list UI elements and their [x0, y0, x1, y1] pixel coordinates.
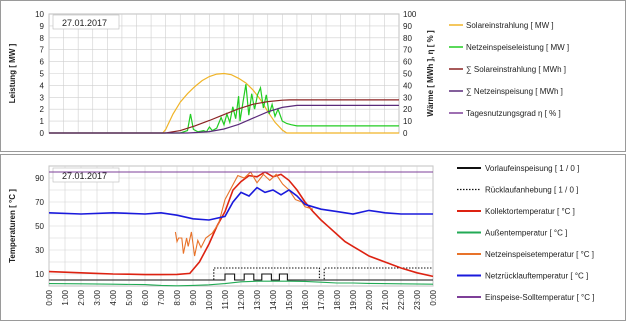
x-tick-label: 7:00 [157, 289, 166, 305]
x-tick-label: 5:00 [125, 289, 134, 305]
top-chart-panel: 0 1 2 3 4 5 6 7 8 9 10 0 10 20 30 40 50 60 70 80 90 100 Leistu… [0, 0, 626, 152]
date-box [52, 14, 120, 30]
y2-tick-label: 50 [403, 70, 412, 79]
series-line-kollektortemperatur-c [48, 171, 434, 278]
y-tick-label: 50 [35, 222, 44, 231]
y2-tick-label: 90 [403, 22, 412, 31]
legend-label: Kollektortemperatur [ °C ] [485, 207, 575, 216]
x-tick-label: 19:00 [349, 289, 358, 310]
x-tick-label: 1:00 [61, 289, 70, 305]
x-tick-label: 22:00 [397, 289, 406, 310]
series-line-netzrücklauftemperatur-c [48, 186, 433, 221]
x-tick-label: 3:00 [93, 289, 102, 305]
y-tick-label: 4 [40, 81, 45, 90]
x-tick-label: 16:00 [301, 289, 310, 310]
y-tick-label: 8 [40, 34, 45, 43]
series-line-vorlaufeinspeisung-1-0 [49, 273, 433, 281]
legend-label: Tagesnutzungsgrad η [ % ] [466, 109, 561, 118]
legend-label: Vorlaufeinspeisung [ 1 / 0 ] [485, 164, 579, 173]
y-axis-title: Leistung [ MW ] [8, 43, 17, 103]
x-tick-label: 11:00 [221, 289, 230, 309]
legend-label: Netzrücklauftemperatur [ °C ] [485, 272, 588, 281]
y2-tick-label: 10 [403, 117, 412, 126]
x-tick-label: 20:00 [365, 289, 374, 310]
y2-axis-title: Wärme [ MWh ], η [ % ] [426, 30, 435, 117]
x-tick-label: 21:00 [381, 289, 390, 310]
y-tick-label: 10 [35, 10, 44, 19]
x-tick-label: 9:00 [189, 289, 198, 305]
x-tick-label: 12:00 [237, 289, 246, 310]
legend-label: Netzeinspeisetemperatur [ °C ] [485, 250, 594, 259]
y-tick-label: 10 [35, 270, 44, 279]
legend-label: Einspeise-Solltemperatur [ °C ] [485, 293, 594, 302]
series-line-netzeinspeisetemperatur-c [174, 171, 314, 257]
series-line-netzeinspeiseleistung-mw [49, 84, 399, 134]
y-tick-label: 90 [35, 174, 44, 183]
x-tick-label: 13:00 [253, 289, 262, 310]
legend-label: Solareinstrahlung [ MW ] [466, 21, 554, 30]
legend-label: Netzeinspeiseleistung [ MW ] [466, 43, 569, 52]
x-tick-label: 18:00 [333, 289, 342, 310]
top-chart: 0123456789100102030405060708090100Leistu… [8, 10, 569, 138]
y2-tick-label: 0 [403, 129, 408, 138]
x-tick-label: 8:00 [173, 289, 182, 305]
legend-label: Rücklaufanhebung [ 1 / 0 ] [485, 186, 578, 195]
x-tick-label: 10:00 [205, 289, 214, 310]
series-line-außentemperatur-c [48, 280, 434, 287]
series-line-netzeinspeisung-mwh [49, 104, 399, 134]
y-tick-label: 70 [35, 198, 44, 207]
y-tick-label: 0 [40, 129, 45, 138]
x-tick-label: 0:00 [429, 289, 438, 305]
y2-tick-label: 40 [403, 81, 412, 90]
series-line-solareinstrahlung-mwh [49, 99, 399, 134]
series-line-solareinstrahlung-mw [49, 72, 399, 134]
x-tick-label: 15:00 [285, 289, 294, 310]
y-tick-label: 9 [40, 22, 45, 31]
bottom-chart-panel: 10 30 50 70 90 0:00 1:00 2:00 3:00 4:00 5:00 6:00 7:… [0, 154, 626, 321]
y2-tick-label: 30 [403, 93, 412, 102]
date-label: 27.01.2017 [62, 171, 107, 181]
y-tick-label: 2 [40, 105, 45, 114]
legend-label: ∑ Netzeinspeisung [ MWh ] [466, 87, 563, 96]
date-label: 27.01.2017 [62, 18, 107, 28]
bottom-chart: 10 30 50 70 90 0:00 1:00 2:00 3:00 4:00 5:00 6:00 7:… [8, 164, 594, 310]
y2-tick-label: 100 [403, 10, 417, 19]
y-axis-title: Temperaturen [ °C ] [8, 189, 17, 263]
x-tick-label: 6:00 [141, 289, 150, 305]
x-tick-label: 23:00 [413, 289, 422, 310]
y-tick-label: 7 [40, 46, 45, 55]
x-tick-label: 17:00 [317, 289, 326, 310]
y2-tick-label: 60 [403, 58, 412, 67]
legend-label: ∑ Solareinstrahlung [ MWh ] [466, 65, 566, 74]
y-tick-label: 30 [35, 246, 44, 255]
y2-tick-label: 20 [403, 105, 412, 114]
x-tick-label: 2:00 [77, 289, 86, 305]
y-tick-label: 1 [40, 117, 45, 126]
y-tick-label: 3 [40, 93, 45, 102]
y-tick-label: 6 [40, 58, 45, 67]
legend-label: Außentemperatur [ °C ] [485, 229, 567, 238]
x-tick-label: 14:00 [269, 289, 278, 310]
y-tick-label: 5 [40, 70, 45, 79]
x-tick-label: 0:00 [45, 289, 54, 305]
series-line-rücklaufanhebung-1-0 [49, 267, 433, 281]
x-tick-label: 4:00 [109, 289, 118, 305]
y2-tick-label: 80 [403, 34, 412, 43]
y2-tick-label: 70 [403, 46, 412, 55]
